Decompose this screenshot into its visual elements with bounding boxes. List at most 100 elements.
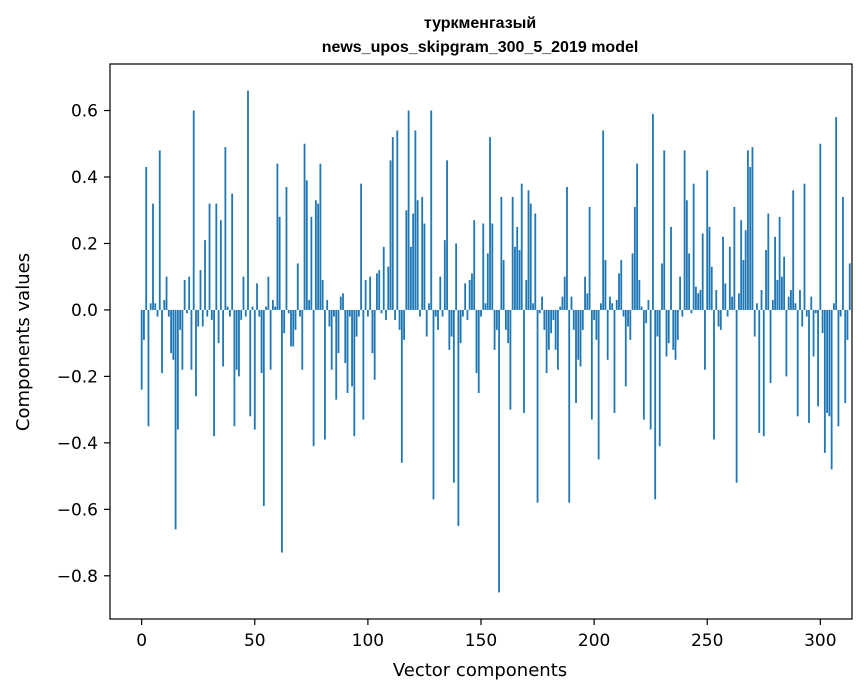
bar [545,309,548,374]
y-tick-label: 0.6 [71,102,98,122]
bar [717,309,720,327]
bar [170,309,172,354]
bar [183,280,186,310]
bar [790,289,792,310]
bar [330,309,333,370]
bar [342,293,344,310]
bar [154,303,157,310]
bar [713,309,715,440]
bar [821,309,824,334]
bar [276,163,279,310]
bar [143,309,145,340]
bar [271,299,274,310]
bar [765,250,767,310]
bar [480,309,482,317]
bar [477,309,480,394]
bar [629,309,632,340]
bar [817,309,819,407]
bar [758,309,761,433]
bar [290,309,292,347]
bar [414,130,417,310]
bar [803,183,806,310]
bar [353,309,356,437]
bar [516,226,519,310]
bar [441,309,444,317]
bar [799,289,801,310]
bar [532,303,534,310]
plot-frame [109,63,853,620]
bar [362,309,365,420]
bar [188,276,191,310]
bar [333,309,335,317]
bar [557,309,559,370]
bar [165,276,168,310]
bar [310,216,313,310]
bar [792,190,795,310]
bar [251,306,254,310]
bar [604,260,607,310]
bar [808,309,810,423]
bar [566,186,568,310]
bar [561,296,564,310]
bar [737,293,740,310]
y-tick-label: 0.0 [71,301,98,321]
bar [391,137,394,310]
bar [690,309,693,314]
bar [649,309,652,430]
bar [500,196,503,310]
bar [152,203,154,310]
bar [192,110,195,310]
bar [400,309,403,463]
bar [314,200,317,310]
bar [450,309,453,337]
bar [172,309,175,360]
bar [348,309,351,317]
bar [622,309,625,317]
bar [457,309,460,526]
bar [174,309,177,530]
bar [471,273,473,310]
bar [708,226,711,310]
bar [357,309,360,317]
bar [305,180,308,310]
bar [805,309,808,317]
bar [158,150,161,310]
bar [722,236,724,310]
bar [801,309,804,327]
bar [611,303,614,310]
bar [210,309,213,320]
bar [518,250,521,310]
bar [466,309,469,320]
bar [446,160,448,310]
bar [432,309,435,500]
bar [312,309,315,447]
bar [190,309,193,370]
x-tick-label: 150 [465,631,497,651]
bar [428,303,430,310]
bar [740,220,743,310]
bar [208,203,211,310]
x-tick-label: 50 [244,631,266,651]
bar [658,309,661,447]
bar [563,276,566,310]
bar [719,309,722,330]
bar [724,283,727,310]
bar [543,309,546,330]
bar [568,309,571,503]
bar [403,309,405,340]
bar [498,309,500,593]
bar [570,296,573,310]
bar [231,193,234,310]
bar [577,309,580,360]
bar [382,246,385,310]
bar [590,309,593,420]
x-axis-label: Vector components [393,660,567,681]
bar [317,203,320,310]
bar [324,309,326,440]
bar [464,283,467,310]
bar [833,303,835,310]
bar [473,220,476,310]
x-tick-label: 200 [578,631,610,651]
bar [681,309,684,317]
